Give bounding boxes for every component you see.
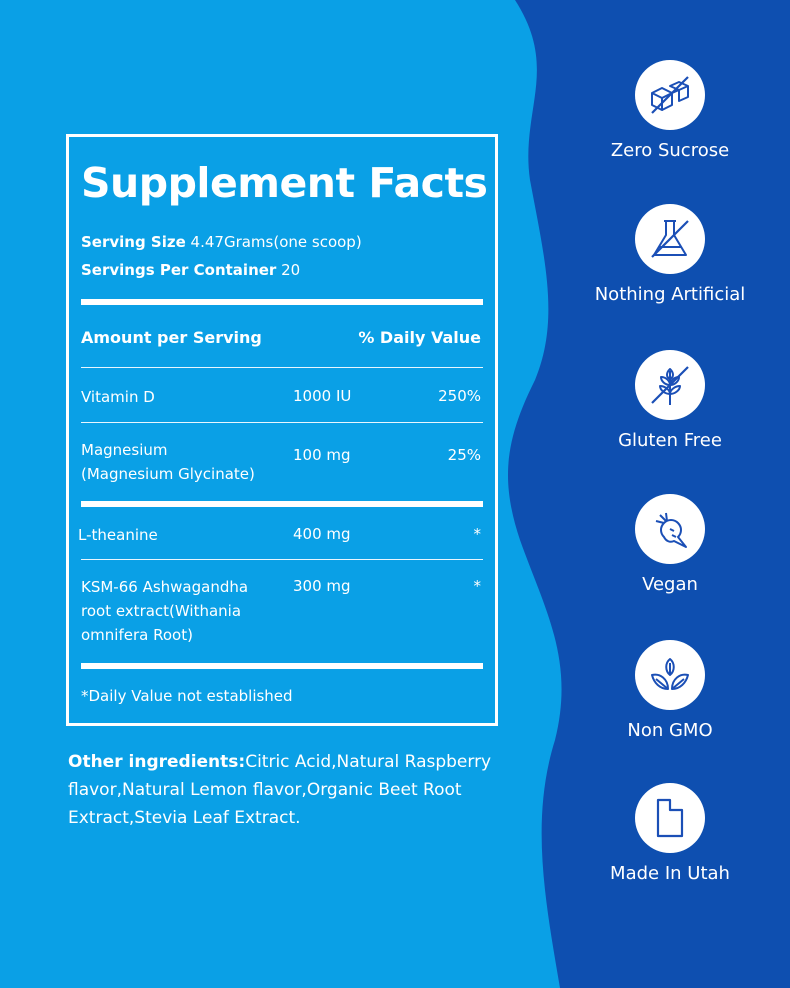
nutrient-amount: 400 mg <box>293 525 351 543</box>
badge-circle <box>635 60 705 130</box>
serving-size-value: 4.47Grams(one scoop) <box>185 233 362 251</box>
footnote: *Daily Value not established <box>81 687 293 705</box>
badge-label: Non GMO <box>627 720 713 741</box>
nutrient-name: KSM-66 Ashwagandha root extract(Withania… <box>81 578 249 644</box>
servings-label: Servings Per Container <box>81 261 277 279</box>
divider-line <box>81 559 483 560</box>
badge-circle <box>635 494 705 564</box>
flask-icon <box>651 220 689 258</box>
servings-value: 20 <box>276 261 301 279</box>
nutrient-name: L-theanine <box>78 526 158 544</box>
nutrient-name: Vitamin D <box>81 388 155 406</box>
badge-circle <box>635 783 705 853</box>
divider-bar <box>81 299 483 305</box>
badge-label: Made In Utah <box>610 863 730 884</box>
other-ingredients: Other ingredients:Citric Acid,Natural Ra… <box>68 748 498 832</box>
daily-value-header: % Daily Value <box>358 328 481 347</box>
nutrient-amount: 1000 IU <box>293 387 352 405</box>
panel-title: Supplement Facts <box>81 159 488 207</box>
badge-label: Zero Sucrose <box>610 140 730 161</box>
wheat-icon <box>651 366 689 405</box>
serving-size: Serving Size 4.47Grams(one scoop) <box>81 233 362 251</box>
badge-circle <box>635 204 705 274</box>
amount-per-serving-header: Amount per Serving <box>81 328 262 347</box>
badge-label: Vegan <box>642 574 698 595</box>
divider-bar <box>81 663 483 669</box>
divider-line <box>81 367 483 368</box>
supplement-facts-panel: Supplement Facts Serving Size 4.47Grams(… <box>66 134 498 726</box>
servings-per-container: Servings Per Container 20 <box>81 261 300 279</box>
nutrient-amount: 100 mg <box>293 446 351 464</box>
other-ingredients-text: Citric Acid,Natural Raspberry flavor,Nat… <box>68 752 492 828</box>
nutrient-amount: 300 mg <box>293 577 351 595</box>
nutrient-daily-value: * <box>473 577 482 595</box>
badge-circle <box>635 350 705 420</box>
divider-line <box>81 422 483 423</box>
right-wave-panel <box>508 0 790 988</box>
nutrient-daily-value: 25% <box>447 446 481 464</box>
divider-bar <box>81 501 483 507</box>
badge-label: Gluten Free <box>618 430 722 451</box>
serving-size-label: Serving Size <box>81 233 186 251</box>
leaves-icon <box>651 658 689 690</box>
nutrient-daily-value: * <box>473 525 482 543</box>
nutrient-daily-value: 250% <box>438 387 481 405</box>
other-ingredients-label: Other ingredients: <box>68 752 246 772</box>
sugar-cubes-icon <box>651 76 689 114</box>
badge-circle <box>635 640 705 710</box>
badge-label: Nothing Artificial <box>594 284 746 305</box>
utah-state-icon <box>656 798 684 838</box>
carrot-icon <box>655 512 687 548</box>
nutrient-name: Magnesium (Magnesium Glycinate) <box>81 441 255 483</box>
